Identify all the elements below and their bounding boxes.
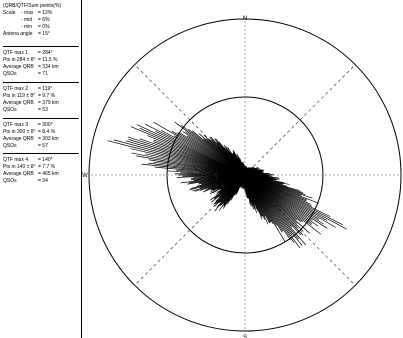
qtf-max-2-avg-value: = 379 km [38, 100, 59, 106]
qtf-max-4-avg-value: = 465 km [38, 171, 59, 177]
qtf-max-1-qso-label: QSOs [3, 71, 17, 77]
qtf-max-2-avg-label: Average QRB [3, 100, 34, 106]
qtf-max-2-title: QTF max 2 [3, 86, 29, 92]
rose-spike-284 [107, 140, 246, 176]
polar-rose-chart: NESW [82, 16, 403, 338]
direction-label-n: N [243, 16, 247, 22]
qtf-max-4-pts-value: = 7.7 % [38, 164, 56, 170]
qtf-max-2-qso-label: QSOs [3, 107, 17, 113]
qtf-max-1-qso-value: = 71 [38, 71, 48, 77]
section-divider [3, 118, 79, 119]
qtf-max-2-title-value: = 119° [38, 86, 53, 92]
direction-label-w: W [82, 173, 88, 179]
qtf-max-3-title-value: = 300° [38, 122, 53, 128]
qtf-max-3-pts-value: = 8.4 % [38, 129, 56, 135]
qtf-max-2-pts-value: = 9.7 % [38, 93, 56, 99]
qtf-max-1-title: QTF max 1 [3, 50, 29, 56]
qtf-max-3-qso-label: QSOs [3, 143, 17, 149]
qtf-max-4-title: QTF max 4 [3, 157, 29, 163]
qtf-max-3-qso-value: = 57 [38, 143, 48, 149]
qtf-max-4-title-value: = 140° [38, 157, 53, 163]
qtf-max-4-avg-label: Average QRB [3, 171, 34, 177]
qtf-max-3-avg-value: = 303 km [38, 136, 59, 142]
qtf-max-2-qso-value: = 53 [38, 107, 48, 113]
section-divider [3, 153, 79, 154]
scale-mid-label: - mid [21, 17, 33, 23]
rose-spike-293 [130, 126, 246, 176]
statistics-panel: (QRB/QTF/Sum points(%) Scale - max = 12%… [0, 0, 82, 338]
scale-label: Scale [3, 10, 16, 16]
qtf-max-2-pts-label: Pts in 119 ± 8° [3, 93, 36, 99]
rose-spike-287 [128, 139, 246, 176]
rose-spike-286 [125, 140, 246, 176]
scale-mid-value: = 6% [38, 17, 50, 23]
antenna-angle-label: Antena angle [3, 31, 33, 37]
section-divider [3, 46, 79, 47]
rose-spike-288 [127, 136, 246, 176]
radial-line-45 [244, 64, 356, 176]
scale-max-value: = 12% [38, 10, 53, 16]
qtf-max-3-title: QTF max 3 [3, 122, 29, 128]
qtf-max-4-pts-label: Pts in 140 ± 8° [3, 164, 36, 170]
scale-min-label: - min [21, 24, 33, 30]
scale-min-value: = 0% [38, 24, 50, 30]
qtf-max-4-qso-value: = 34 [38, 178, 48, 184]
qtf-max-1-pts-label: Pts in 284 ± 8° [3, 57, 36, 63]
qtf-max-3-pts-label: Pts in 300 ± 8° [3, 129, 36, 135]
qtf-max-1-pts-value: = 11.5 % [38, 57, 58, 63]
scale-ring-12-percent [88, 18, 402, 332]
panel-title: (QRB/QTF/Sum points(%) [3, 3, 62, 9]
direction-label-s: S [243, 335, 247, 338]
qtf-max-3-avg-label: Average QRB [3, 136, 34, 142]
antenna-angle-value: = 15° [38, 31, 50, 37]
qtf-max-4-qso-label: QSOs [3, 178, 17, 184]
scale-max-label: - max [21, 10, 34, 16]
rose-spike-285 [113, 139, 246, 176]
qtf-max-1-title-value: = 284° [38, 50, 53, 56]
section-divider [3, 82, 79, 83]
qtf-max-1-avg-value: = 334 km [38, 64, 59, 70]
qtf-max-1-avg-label: Average QRB [3, 64, 34, 70]
